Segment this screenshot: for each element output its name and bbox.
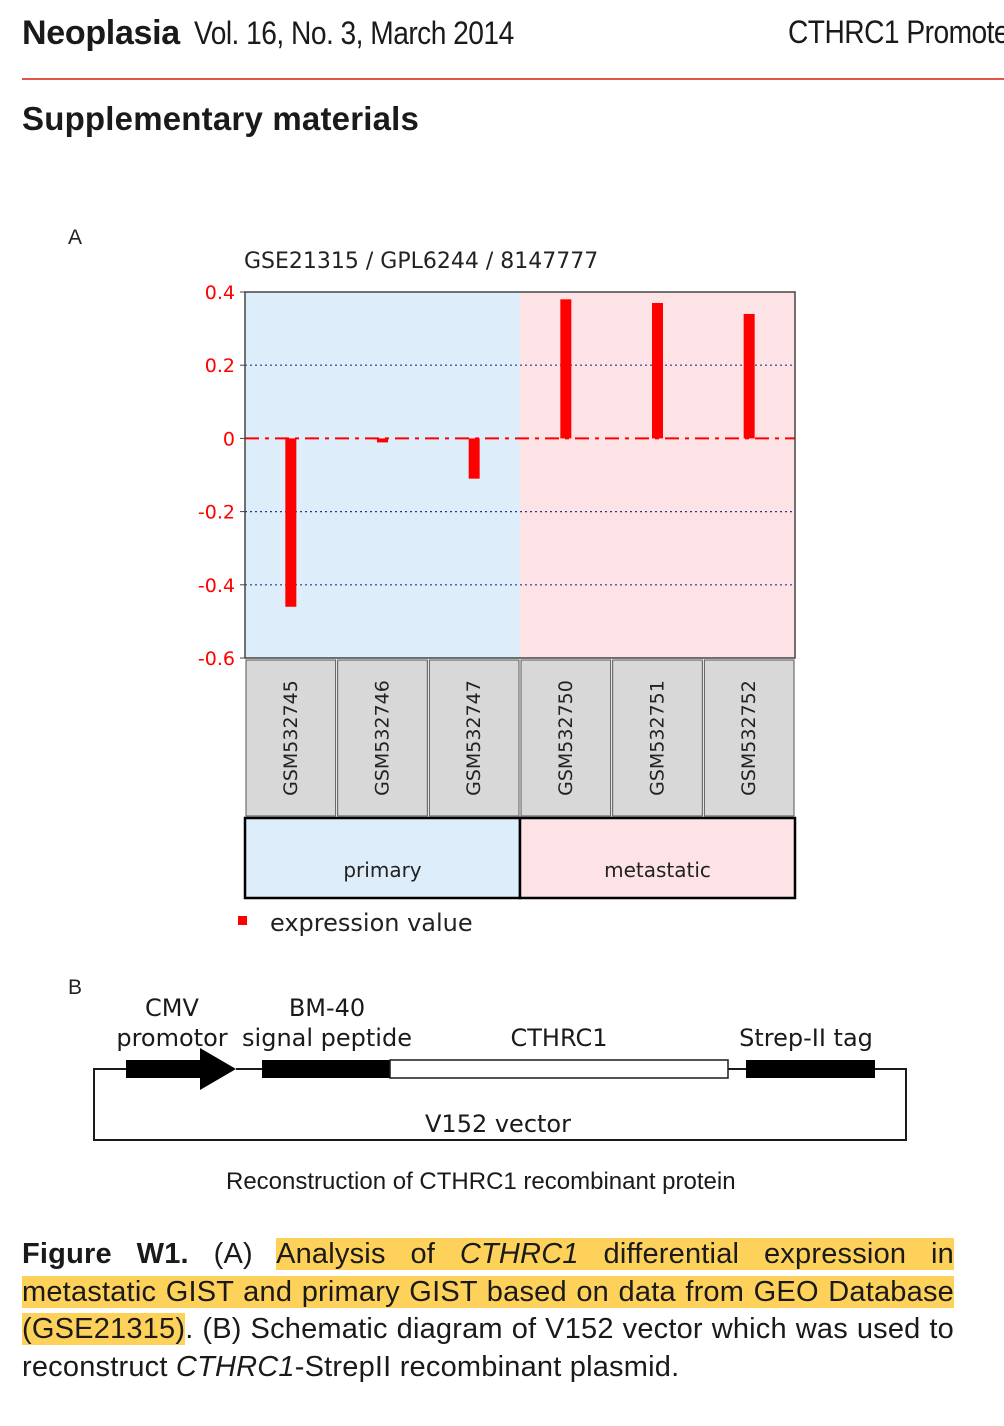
journal-name: Neoplasia	[22, 14, 180, 52]
bm40-label-line2: signal peptide	[242, 1024, 412, 1052]
bar-GSM532745	[285, 438, 297, 607]
bar-GSM532750	[560, 299, 572, 439]
caption-end: -StrepII recombinant plasmid.	[294, 1350, 680, 1383]
group-label-primary: primary	[343, 858, 421, 882]
y-tick-label: -0.2	[198, 502, 235, 524]
y-tick-label: 0.2	[205, 355, 235, 377]
section-title: Supplementary materials	[22, 100, 420, 137]
bar-GSM532751	[652, 302, 663, 439]
sample-label-GSM532746: GSM532746	[372, 680, 394, 796]
legend-label: expression value	[270, 909, 473, 937]
panel-b-letter: B	[68, 976, 83, 999]
panel-a-letter: A	[68, 226, 83, 249]
diagram-caption: Reconstruction of CTHRC1 recombinant pro…	[226, 1168, 736, 1195]
group-box-primary	[243, 816, 522, 900]
bar-GSM532747	[468, 438, 480, 479]
legend-swatch	[238, 916, 247, 925]
sample-box	[428, 659, 520, 817]
gene-name-2: CTHRC1	[175, 1350, 295, 1383]
caption-continuation: . (B) Schematic diagram of V152 vector w…	[22, 1313, 954, 1383]
bar-GSM532746	[377, 438, 388, 443]
running-title: CTHRC1 Promote	[788, 14, 1004, 50]
cthrc1-block	[389, 1059, 729, 1079]
vector-diagram: CMV promotor BM-40 signal peptide CTHRC1…	[93, 994, 907, 1141]
bar-GSM532752	[743, 313, 755, 439]
cmv-promoter-arrow	[126, 1048, 236, 1090]
figure-caption: Figure W1. (A) Analysis of CTHRC1 differ…	[22, 1236, 954, 1386]
cmv-label-line1: CMV	[145, 994, 199, 1022]
vector-label: V152 vector	[425, 1110, 571, 1138]
group-label-metastatic: metastatic	[604, 858, 711, 882]
highlight-part-2: differential expression in metastatic GI…	[22, 1238, 954, 1345]
y-tick-label: -0.6	[198, 648, 235, 670]
cthrc1-label: CTHRC1	[511, 1024, 608, 1052]
part-a-marker: (A)	[213, 1238, 253, 1270]
sample-box	[703, 659, 795, 817]
expression-chart: GSE21315 / GPL6244 / 8147777 GSM532745 GS…	[198, 249, 797, 937]
sample-box	[520, 659, 612, 817]
y-tick-label: 0	[223, 428, 235, 450]
plot-frame	[244, 291, 796, 659]
sample-box	[337, 659, 428, 817]
y-tick-label: -0.4	[198, 575, 235, 597]
strep-tag-label: Strep-II tag	[739, 1024, 873, 1052]
vector-outline	[93, 1068, 907, 1141]
figure-label: Figure W1.	[22, 1238, 189, 1270]
sample-label-GSM532750: GSM532750	[555, 680, 577, 796]
bm40-label-line1: BM-40	[289, 994, 365, 1022]
strep-tag-block	[746, 1060, 875, 1078]
chart-title: GSE21315 / GPL6244 / 8147777	[244, 249, 598, 274]
sample-box	[245, 659, 337, 817]
bm40-signal-peptide-block	[262, 1060, 390, 1078]
sample-box	[612, 659, 703, 817]
sample-label-GSM532752: GSM532752	[738, 680, 760, 796]
sample-label-GSM532751: GSM532751	[647, 680, 669, 796]
cmv-label-line2: promotor	[116, 1024, 227, 1052]
header-rule	[22, 78, 1004, 80]
gene-name: CTHRC1	[459, 1238, 579, 1270]
highlight-part-1: Analysis of	[276, 1238, 436, 1270]
group-box-metastatic	[518, 816, 797, 900]
page-header: Neoplasia Vol. 16, No. 3, March 2014 CTHR…	[22, 14, 1004, 60]
y-tick-label: 0.4	[205, 282, 235, 304]
sample-label-GSM532745: GSM532745	[280, 680, 302, 796]
sample-label-GSM532747: GSM532747	[463, 680, 485, 796]
journal-volume: Vol. 16, No. 3, March 2014	[193, 15, 514, 51]
